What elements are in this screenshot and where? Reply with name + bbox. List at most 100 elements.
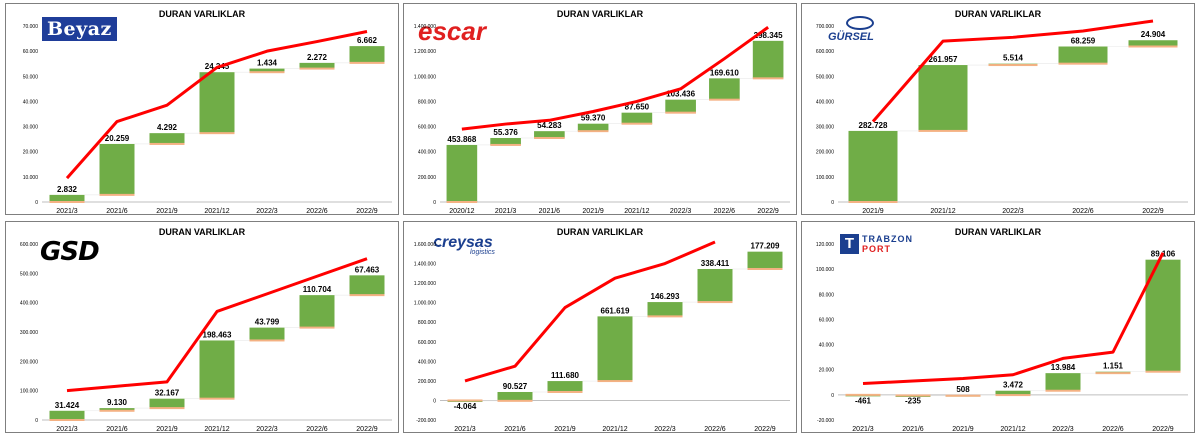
x-tick-label: 2021/9 (952, 426, 974, 433)
bar-base-marker (848, 201, 898, 203)
x-tick-label: 2021/12 (602, 426, 627, 433)
y-tick-label: -200.000 (416, 418, 436, 424)
x-tick-label: 2022/6 (1072, 208, 1094, 215)
waterfall-bar (299, 62, 335, 69)
data-label: 2.272 (307, 53, 328, 62)
waterfall-bar (709, 78, 740, 100)
bar-base-marker (490, 143, 521, 146)
data-label: 20.259 (105, 134, 130, 143)
x-tick-label: 2022/9 (754, 426, 776, 433)
bar-base-marker (918, 129, 968, 132)
x-tick-label: 2022/9 (1142, 208, 1164, 215)
data-label: 146.293 (651, 292, 680, 301)
bar-base-marker (547, 390, 583, 393)
data-label: 1.151 (1103, 362, 1124, 371)
trend-line (66, 257, 368, 393)
y-tick-label: 600.000 (418, 125, 436, 131)
waterfall-bar (665, 99, 696, 113)
data-label: 661.619 (601, 306, 630, 315)
bar-base-marker (49, 201, 85, 203)
bar-base-marker (199, 397, 235, 400)
y-tick-label: 300.000 (20, 330, 38, 336)
chart-title: DURAN VARLIKLAR (954, 227, 1042, 237)
x-tick-label: 2021/9 (862, 208, 884, 215)
y-tick-label: 1.400.000 (414, 24, 436, 30)
waterfall-bar (647, 302, 683, 317)
y-tick-label: 200.000 (816, 150, 834, 156)
bar-base-marker (1045, 389, 1081, 392)
data-label: 24.904 (1141, 30, 1166, 39)
data-label: 103.436 (666, 90, 695, 99)
chart-panel-gsd: GSD DURAN VARLIKLAR 0 100.000 200.000 300.0… (5, 221, 399, 433)
data-label: 1.434 (257, 59, 278, 68)
data-label: 198.463 (203, 330, 232, 339)
bar-base-marker (199, 132, 235, 135)
x-tick-label: 2022/6 (714, 208, 736, 215)
y-tick-label: -20.000 (817, 418, 834, 424)
y-tick-label: 100.000 (816, 175, 834, 181)
chart-title: DURAN VARLIKLAR (556, 9, 644, 19)
chart-title: DURAN VARLIKLAR (556, 227, 644, 237)
bar-base-marker (349, 61, 385, 64)
trabzon-port-logo-text: TRABZON PORT (862, 234, 913, 254)
waterfall-bar (621, 112, 653, 124)
data-label: -461 (855, 396, 872, 405)
x-tick-label: 2022/3 (1052, 426, 1074, 433)
y-tick-label: 60.000 (819, 317, 835, 323)
y-tick-label: 600.000 (816, 49, 834, 55)
waterfall-bar (349, 46, 385, 63)
x-tick-label: 2021/3 (56, 426, 78, 433)
y-tick-label: 40.000 (819, 343, 835, 349)
y-tick-label: 800.000 (418, 320, 436, 326)
trend-line (464, 240, 716, 383)
x-tick-label: 2022/9 (757, 208, 779, 215)
data-label: 261.957 (929, 55, 958, 64)
x-tick-label: 2022/6 (306, 426, 328, 433)
bar-base-marker (895, 394, 931, 397)
chart-svg: -200.000 0 200.000 400.000 600.000 800.000 1.0… (414, 240, 790, 433)
x-tick-label: 2021/12 (930, 208, 955, 215)
y-tick-label: 1.400.000 (414, 262, 436, 268)
bar-base-marker (299, 326, 335, 329)
x-tick-label: 2022/6 (1102, 426, 1124, 433)
y-tick-label: 500.000 (816, 74, 834, 80)
waterfall-bar (547, 381, 583, 392)
data-label: 338.411 (701, 259, 730, 268)
y-tick-label: 20.000 (819, 368, 835, 374)
y-tick-label: 10.000 (23, 175, 39, 181)
data-label: 169.610 (710, 68, 739, 77)
bar-base-marker (747, 267, 783, 270)
data-label: 6.662 (357, 36, 378, 45)
y-tick-label: 1.200.000 (414, 281, 436, 287)
waterfall-bar (249, 327, 285, 341)
x-tick-label: 2021/9 (582, 208, 604, 215)
reysas-logo: reysas logistics (434, 234, 495, 256)
data-label: 3.472 (1003, 381, 1024, 390)
chart-title: DURAN VARLIKLAR (954, 9, 1042, 19)
x-tick-label: 2021/9 (156, 426, 178, 433)
x-tick-label: 2021/12 (204, 426, 229, 433)
reysas-logo-text: reysas (442, 234, 493, 251)
data-label: 453.868 (447, 135, 476, 144)
waterfall-bar (99, 143, 135, 195)
bar-base-marker (995, 394, 1031, 397)
waterfall-bar (349, 275, 385, 296)
waterfall-bar (918, 65, 968, 131)
bar-base-marker (99, 409, 135, 412)
x-tick-label: 2021/3 (56, 208, 78, 215)
data-label: 67.463 (355, 265, 380, 274)
y-tick-label: 0 (831, 200, 834, 206)
y-tick-label: 600.000 (418, 340, 436, 346)
globe-icon (846, 16, 874, 30)
y-tick-label: 300.000 (816, 125, 834, 131)
waterfall-bar (446, 144, 478, 202)
y-tick-label: 500.000 (20, 271, 38, 277)
y-tick-label: 60.000 (23, 49, 39, 55)
y-tick-label: 800.000 (418, 99, 436, 105)
trabzon-port-logo: T TRABZON PORT (840, 234, 913, 254)
chart-svg: 0 200.000 400.000 600.000 800.000 1.000.000 1.… (414, 24, 790, 215)
y-tick-label: 0 (35, 418, 38, 424)
x-tick-label: 2021/6 (902, 426, 924, 433)
chart-svg: -20.000 0 20.000 40.000 60.000 80.000 100.000 1… (816, 242, 1188, 433)
x-tick-label: 2021/6 (106, 208, 128, 215)
